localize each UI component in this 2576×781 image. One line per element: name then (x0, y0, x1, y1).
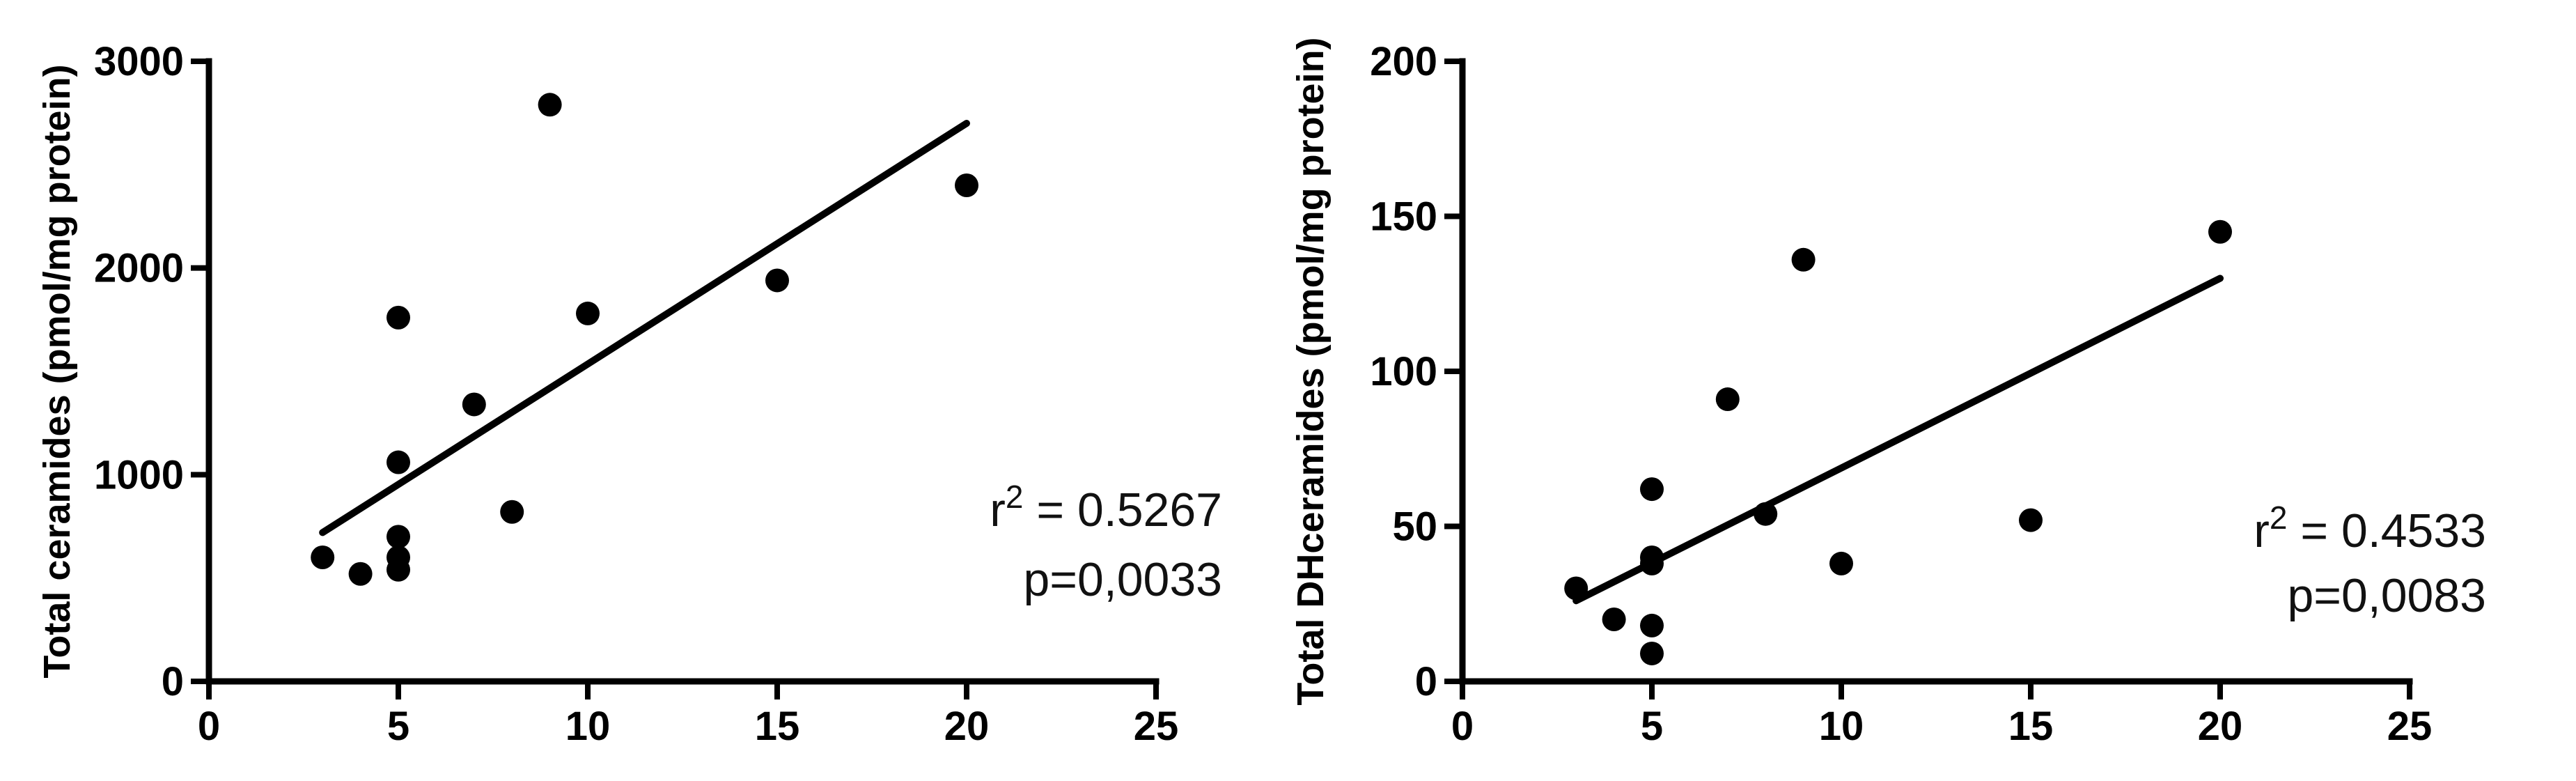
x-tick-label: 10 (565, 704, 611, 749)
data-point (538, 93, 562, 117)
p-value-annotation: p=0,0033 (1023, 553, 1222, 606)
x-tick-label: 20 (944, 704, 990, 749)
data-point (1754, 502, 1778, 526)
y-tick-label: 2000 (94, 246, 184, 291)
y-tick-label: 3000 (94, 39, 184, 84)
dhceramides-scatter-chart: 0 50 100 150 200 0 5 10 15 20 25 Total DHceramides … (1290, 37, 2486, 749)
r-squared-annotation: r2 = 0.4533 (2254, 500, 2486, 557)
x-tick-label: 25 (2387, 704, 2433, 749)
data-point (1829, 551, 1853, 575)
regression-line (319, 120, 970, 536)
regression-line (1572, 274, 2224, 605)
data-point (348, 562, 373, 586)
data-point (1640, 641, 1664, 665)
y-tick-label: 0 (1415, 659, 1437, 704)
r-exponent: 2 (2270, 500, 2288, 536)
y-axis-title: Total DHceramides (pmol/mg protein) (1290, 37, 1332, 705)
y-tick-label: 1000 (94, 452, 184, 497)
x-tick-label: 20 (2198, 704, 2243, 749)
data-point (387, 525, 410, 549)
data-point (387, 557, 410, 582)
data-point (2208, 219, 2232, 244)
r-symbol: r (990, 484, 1006, 536)
r-exponent: 2 (1006, 479, 1024, 515)
data-point (955, 173, 978, 197)
data-point (765, 268, 789, 293)
data-point (387, 450, 410, 474)
data-point (462, 392, 486, 417)
y-tick-label: 200 (1370, 39, 1437, 84)
y-tick-label: 50 (1392, 504, 1437, 550)
x-tick-label: 15 (755, 704, 800, 749)
data-point (500, 500, 524, 524)
x-tick-label: 5 (1641, 704, 1663, 749)
data-point (2019, 508, 2043, 532)
data-point (311, 546, 335, 569)
ceramides-scatter-chart: 0 1000 2000 3000 0 5 10 15 20 25 Total ceramides (… (36, 39, 1222, 749)
r-squared-value: = 0.4533 (2288, 504, 2486, 557)
data-point (576, 301, 600, 325)
x-tick-label: 25 (1134, 704, 1179, 749)
r-squared-annotation: r2 = 0.5267 (990, 479, 1222, 536)
x-tick-label: 5 (387, 704, 409, 749)
y-tick-label: 100 (1370, 349, 1437, 394)
y-tick-label: 150 (1370, 194, 1437, 240)
p-value-annotation: p=0,0083 (2287, 569, 2486, 622)
x-tick-label: 0 (1451, 704, 1474, 749)
x-tick-label: 0 (198, 704, 220, 749)
data-point (1715, 387, 1740, 412)
data-point (1640, 551, 1664, 575)
data-point (387, 305, 410, 330)
data-point (1564, 576, 1588, 601)
x-tick-label: 15 (2008, 704, 2054, 749)
r-squared-value: = 0.5267 (1024, 484, 1222, 536)
y-axis-title: Total ceramides (pmol/mg protein) (36, 64, 78, 678)
data-point (1640, 613, 1664, 637)
data-point (1602, 608, 1626, 631)
y-tick-label: 0 (162, 659, 184, 704)
x-tick-label: 10 (1819, 704, 1864, 749)
data-point (1640, 477, 1664, 502)
data-point (1791, 247, 1816, 272)
r-symbol: r (2254, 504, 2270, 557)
